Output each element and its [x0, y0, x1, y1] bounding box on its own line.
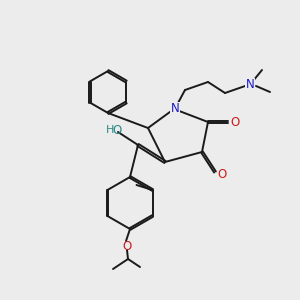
Text: H: H — [106, 125, 114, 135]
Text: O: O — [218, 167, 226, 181]
Text: N: N — [246, 79, 254, 92]
Text: N: N — [171, 103, 179, 116]
Text: O: O — [122, 239, 132, 253]
Text: O: O — [230, 116, 240, 128]
Text: O: O — [112, 124, 122, 136]
